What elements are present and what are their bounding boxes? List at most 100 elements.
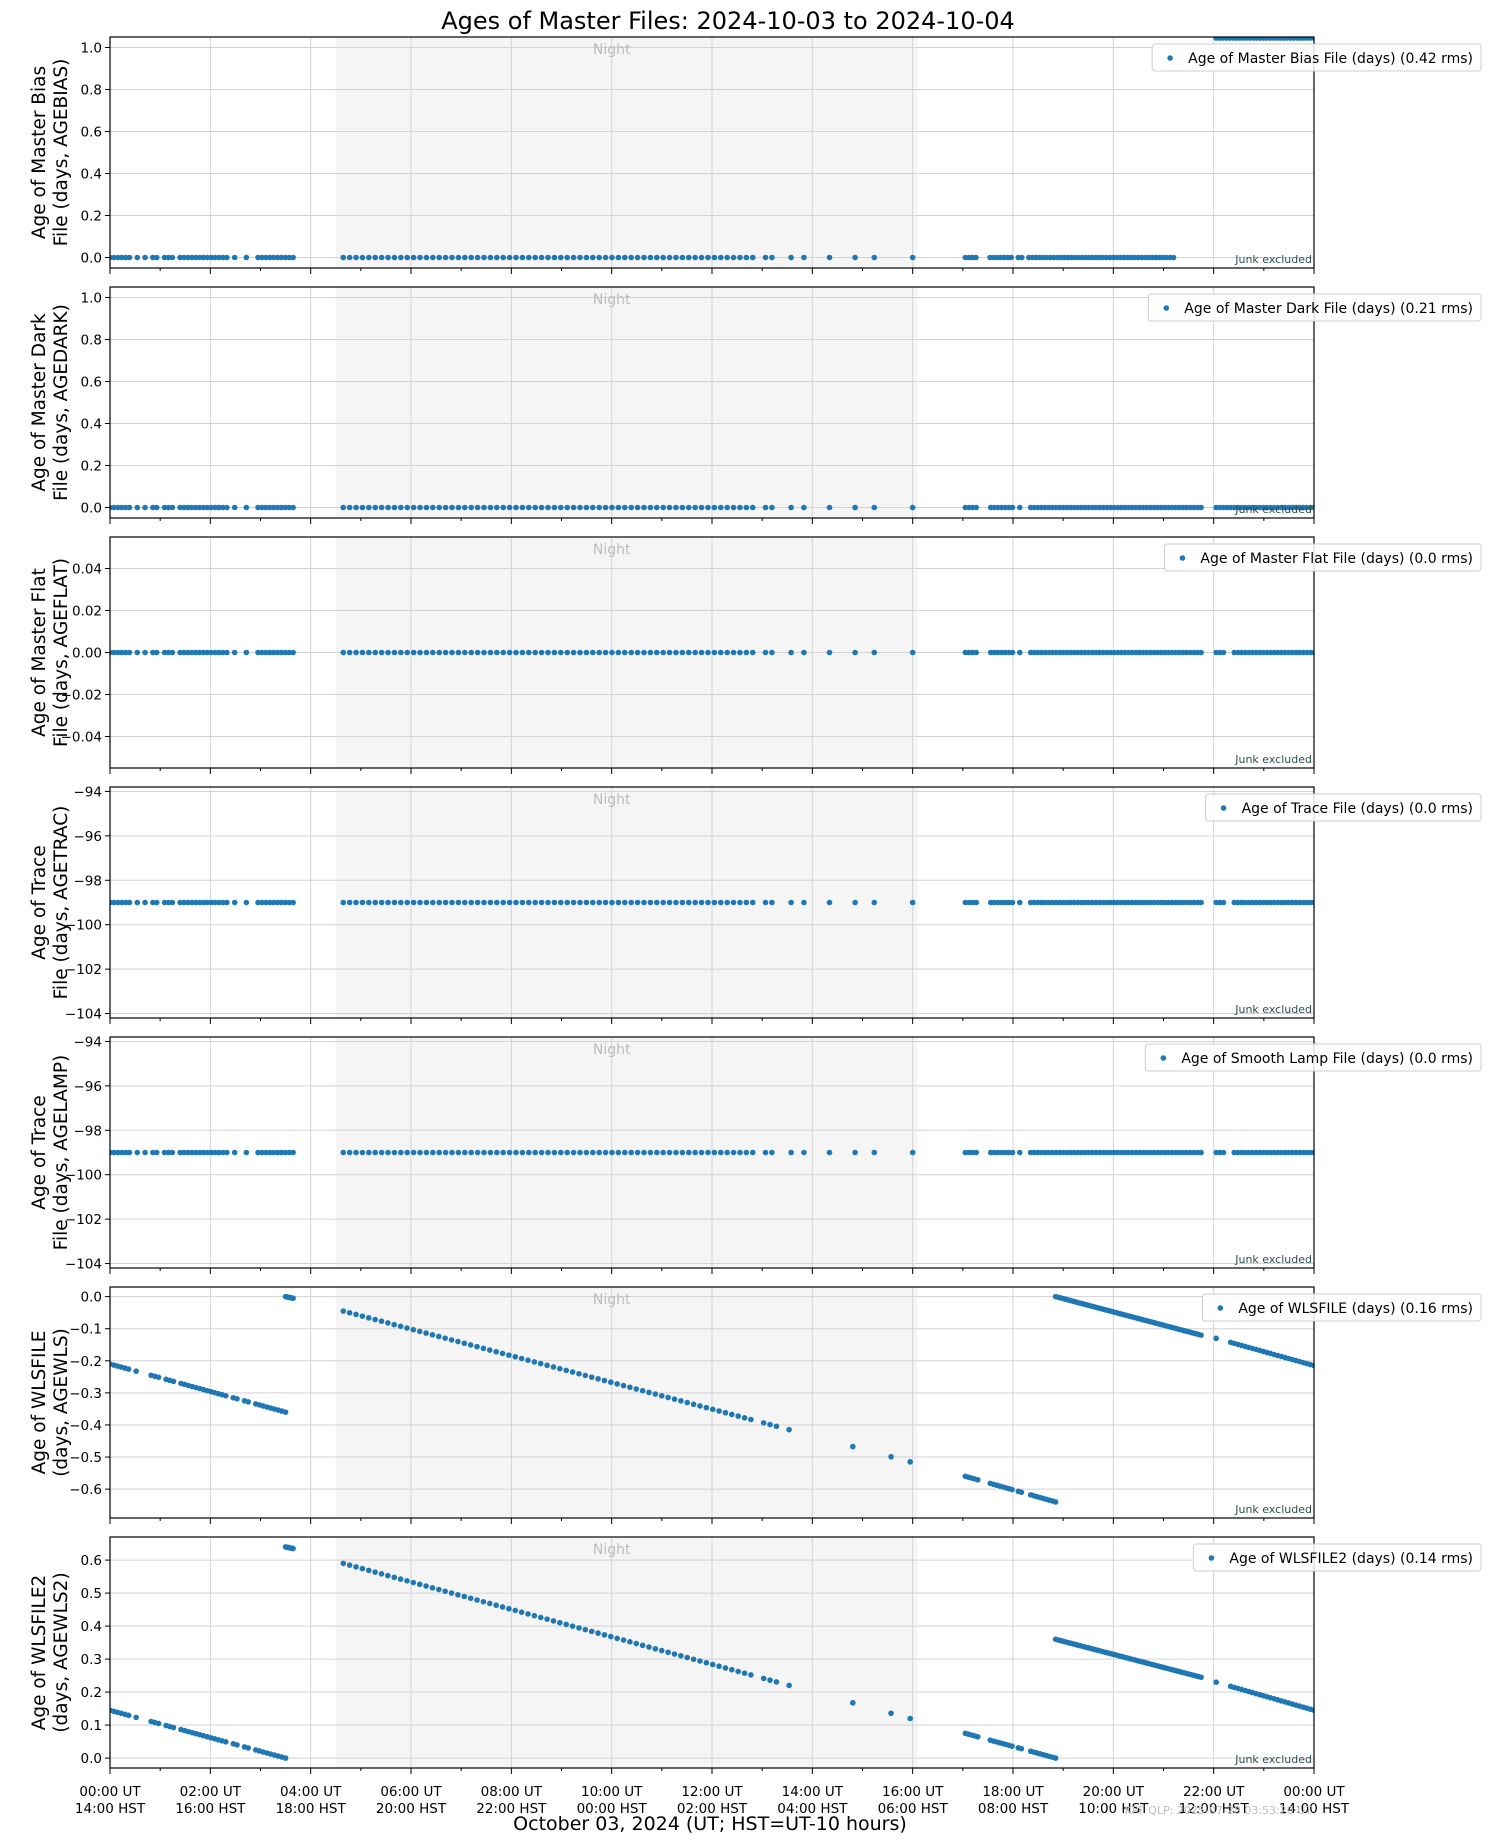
data-point	[741, 1415, 748, 1421]
data-point	[583, 254, 590, 261]
data-point	[263, 254, 269, 261]
data-point	[588, 1628, 595, 1635]
data-point	[614, 1635, 620, 1642]
data-point	[185, 899, 191, 906]
data-point	[628, 899, 634, 906]
y-tick-label: 0.8	[81, 83, 102, 99]
data-point	[748, 1416, 754, 1423]
data-point	[340, 254, 347, 261]
data-point	[114, 649, 121, 656]
data-point	[538, 254, 545, 261]
data-point	[442, 504, 449, 511]
data-point	[1198, 1149, 1204, 1156]
data-point	[1213, 1679, 1219, 1685]
data-point	[192, 649, 199, 656]
data-point	[266, 254, 273, 261]
data-point	[743, 504, 750, 511]
data-point	[749, 504, 756, 511]
data-point	[1311, 1149, 1314, 1156]
data-point	[641, 649, 647, 656]
data-point	[1016, 1149, 1023, 1156]
data-point	[545, 649, 551, 656]
data-point	[359, 254, 366, 261]
data-point	[737, 649, 743, 656]
legend-box	[1144, 1043, 1482, 1072]
data-point	[621, 254, 628, 261]
data-point	[685, 649, 692, 656]
data-point	[601, 1377, 608, 1384]
data-point	[532, 504, 539, 511]
data-point	[602, 1149, 609, 1156]
data-point	[270, 504, 277, 511]
panel-6: −0.6 −0.5 −0.4 −0.3 −0.2 −0.1 0.0 Age of WLSFIL…	[29, 1286, 1482, 1524]
data-point	[161, 899, 168, 906]
data-point	[150, 504, 156, 511]
data-point	[192, 504, 199, 511]
data-point	[212, 649, 218, 656]
data-point	[634, 1149, 641, 1156]
data-point	[717, 254, 724, 261]
data-point	[185, 254, 191, 261]
data-point	[749, 254, 756, 261]
panel-1: 0.0 0.2 0.4 0.6 0.8 1.0 Age of Master BiasFile…	[29, 36, 1482, 274]
data-point	[286, 504, 293, 511]
data-point	[660, 1149, 666, 1156]
data-point	[487, 649, 494, 656]
data-point	[698, 649, 705, 656]
data-point	[223, 1392, 229, 1399]
y-tick-label: −96	[74, 829, 103, 845]
x-tick-label-hst: 00:00 HST	[577, 1801, 648, 1817]
data-point	[442, 899, 449, 906]
data-point	[705, 504, 711, 511]
data-point	[577, 504, 583, 511]
y-tick-label: 0.4	[81, 1619, 102, 1635]
y-tick-label: 0.2	[81, 459, 102, 475]
data-point	[340, 1308, 347, 1314]
data-point	[621, 504, 628, 511]
data-point	[410, 1149, 417, 1156]
x-tick-label-ut: 10:00 UT	[581, 1784, 643, 1800]
data-point	[111, 649, 117, 656]
data-point	[196, 254, 203, 261]
data-point	[628, 1149, 634, 1156]
y-tick-label: −0.02	[61, 688, 102, 704]
data-point	[801, 899, 807, 906]
data-point	[1311, 1707, 1314, 1714]
data-point	[481, 899, 487, 906]
junk-excluded-label: Junk excluded	[1234, 253, 1312, 266]
x-tick-label-ut: 08:00 UT	[481, 1784, 543, 1800]
data-point	[134, 649, 141, 656]
data-point	[717, 899, 724, 906]
data-point	[506, 899, 513, 906]
y-tick-label: 0.6	[81, 1553, 102, 1569]
data-point	[595, 1630, 601, 1636]
data-point	[551, 254, 558, 261]
panels: 0.0 0.2 0.4 0.6 0.8 1.0 Age of Master BiasFile…	[29, 36, 1482, 1774]
data-point	[762, 504, 769, 511]
data-point	[404, 1149, 411, 1156]
data-point	[1170, 254, 1177, 261]
data-point	[200, 649, 207, 656]
data-point	[526, 649, 532, 656]
data-point	[711, 1149, 718, 1156]
data-point	[404, 504, 411, 511]
data-point	[286, 1149, 293, 1156]
data-point	[224, 504, 230, 511]
y-tick-label: −96	[74, 1079, 103, 1095]
data-point	[153, 254, 160, 261]
data-point	[436, 1149, 443, 1156]
data-point	[717, 504, 724, 511]
data-point	[1220, 1149, 1227, 1156]
data-point	[372, 254, 379, 261]
data-point	[474, 1149, 481, 1156]
data-point	[1009, 504, 1016, 511]
legend-marker	[1179, 555, 1186, 561]
data-point	[518, 1355, 525, 1362]
data-point	[570, 649, 577, 656]
legend-box	[1205, 793, 1482, 822]
data-point	[639, 1642, 646, 1649]
data-point	[737, 899, 743, 906]
data-point	[724, 254, 730, 261]
data-point	[177, 899, 183, 906]
data-point	[481, 254, 487, 261]
